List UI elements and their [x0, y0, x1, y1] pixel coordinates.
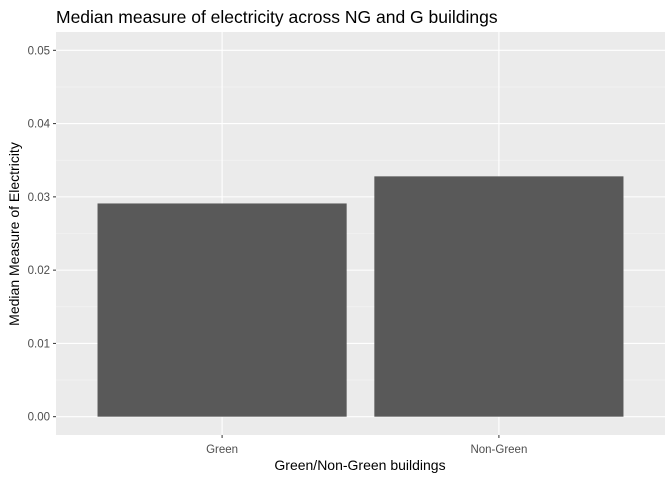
y-tick-label: 0.05 — [28, 45, 50, 57]
y-tick-label: 0.01 — [28, 338, 50, 350]
y-axis: 0.00 0.01 0.02 0.03 0.04 0.05 — [28, 45, 56, 424]
y-axis-title: Median Measure of Electricity — [6, 142, 22, 326]
y-tick-label: 0.00 — [28, 412, 50, 424]
y-tick-label: 0.03 — [28, 192, 50, 204]
x-axis-title: Green/Non-Green buildings — [274, 457, 445, 473]
x-axis: Green Non-Green — [206, 435, 527, 456]
x-tick-label: Non-Green — [470, 444, 527, 456]
bar-green — [97, 203, 347, 417]
bar-non-green — [374, 176, 624, 417]
y-tick-label: 0.02 — [28, 265, 50, 277]
x-tick-label: Green — [206, 444, 238, 456]
chart-title: Median measure of electricity across NG … — [56, 7, 498, 27]
y-tick-label: 0.04 — [28, 119, 51, 131]
bars — [97, 176, 624, 417]
